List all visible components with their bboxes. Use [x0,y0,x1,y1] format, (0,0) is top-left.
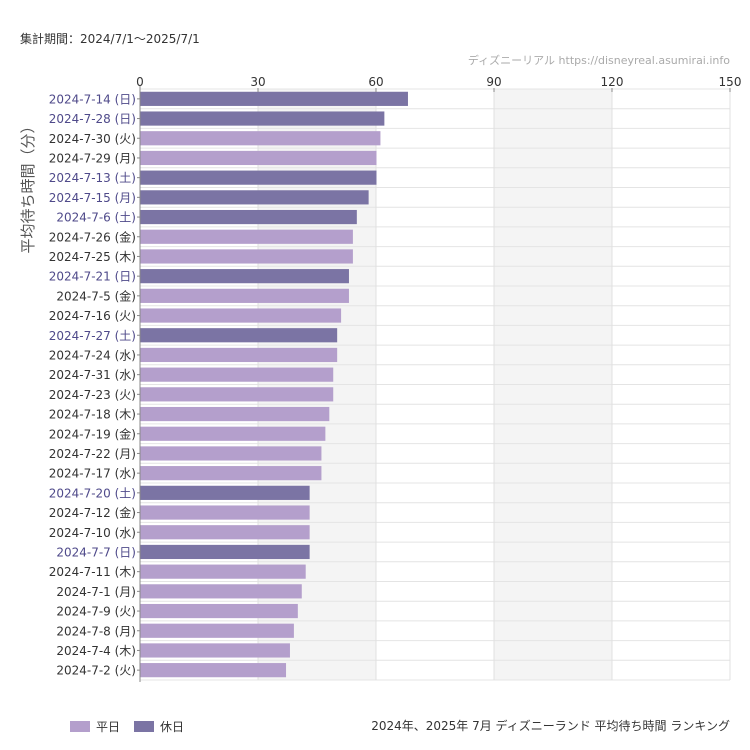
category-label: 2024-7-18 (木) [49,408,136,422]
bar[interactable] [140,525,310,540]
category-label: 2024-7-16 (火) [49,309,136,323]
category-label: 2024-7-22 (月) [49,447,136,461]
bar[interactable] [140,288,349,303]
category-label: 2024-7-15 (月) [49,191,136,205]
legend-item-holiday[interactable]: 休日 [134,718,184,735]
legend: 平日 休日 [70,718,184,735]
x-tick-label: 120 [601,75,624,89]
legend-label-weekday: 平日 [96,720,121,734]
source-credit[interactable]: ディズニーリアル https://disneyreal.asumirai.inf… [467,54,730,67]
category-label: 2024-7-14 (日) [49,92,136,106]
chart-footer-title: 2024年、2025年 7月 ディズニーランド 平均待ち時間 ランキング [371,719,730,733]
category-label: 2024-7-10 (水) [49,526,136,540]
bar[interactable] [140,91,408,106]
bar[interactable] [140,466,322,481]
category-label: 2024-7-25 (木) [49,250,136,264]
x-tick-label: 0 [136,75,144,89]
category-label: 2024-7-13 (土) [49,171,136,185]
bar[interactable] [140,505,310,520]
category-label: 2024-7-19 (金) [49,426,136,441]
category-label: 2024-7-28 (日) [49,112,136,126]
category-label: 2024-7-29 (月) [49,151,136,165]
legend-swatch-weekday [70,721,90,732]
aggregation-period: 集計期間：2024/7/1〜2025/7/1 [20,32,200,46]
bar[interactable] [140,249,353,264]
category-label: 2024-7-20 (土) [49,486,136,500]
x-tick-label: 60 [368,75,383,89]
bar[interactable] [140,131,381,146]
category-label: 2024-7-11 (木) [49,565,136,579]
category-label: 2024-7-31 (水) [49,368,136,382]
category-label: 2024-7-2 (火) [56,664,136,678]
bar[interactable] [140,544,310,560]
legend-label-holiday: 休日 [160,720,185,734]
bar[interactable] [140,387,334,402]
x-tick-label: 30 [250,75,265,89]
bar[interactable] [140,446,322,461]
legend-swatch-holiday [134,721,155,732]
bar[interactable] [140,426,326,441]
bar[interactable] [140,328,338,343]
category-label: 2024-7-8 (月) [56,624,136,638]
category-label: 2024-7-24 (水) [49,348,136,362]
category-label: 2024-7-7 (日) [56,545,136,559]
category-label: 2024-7-12 (金) [49,505,136,520]
category-label: 2024-7-5 (金) [56,288,136,303]
bar[interactable] [140,209,357,225]
bar[interactable] [140,406,330,422]
bar[interactable] [140,663,287,678]
category-label: 2024-7-6 (土) [56,211,136,225]
category-label: 2024-7-9 (火) [56,605,136,619]
bar[interactable] [140,643,290,658]
category-label: 2024-7-21 (日) [49,270,136,284]
bar[interactable] [140,367,334,382]
x-tick-label: 150 [719,75,742,89]
bar[interactable] [140,308,342,323]
bar[interactable] [140,269,349,284]
bar[interactable] [140,564,306,579]
bar[interactable] [140,170,377,185]
y-axis-title: 平均待ち時間（分） [19,118,37,253]
bar[interactable] [140,603,298,619]
bar[interactable] [140,485,310,500]
legend-item-weekday[interactable]: 平日 [70,718,120,735]
bar[interactable] [140,347,338,363]
bar[interactable] [140,190,369,205]
category-label: 2024-7-30 (火) [49,132,136,146]
category-label: 2024-7-4 (木) [56,644,136,658]
category-label: 2024-7-26 (金) [49,229,136,244]
category-label: 2024-7-27 (土) [49,329,136,343]
x-tick-label: 90 [486,75,501,89]
category-label: 2024-7-1 (月) [56,585,136,599]
category-label: 2024-7-17 (水) [49,467,136,481]
bar[interactable] [140,111,385,126]
bar[interactable] [140,150,377,166]
bar[interactable] [140,623,294,638]
bar[interactable] [140,584,302,599]
bar[interactable] [140,229,353,244]
category-label: 2024-7-23 (火) [49,388,136,402]
